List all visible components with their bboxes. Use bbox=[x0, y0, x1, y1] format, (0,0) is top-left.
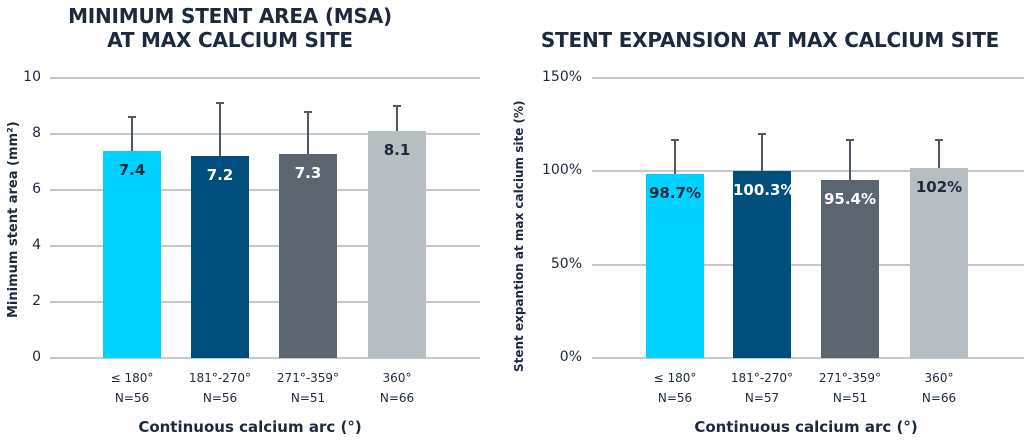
msa-title-line-1: MINIMUM STENT AREA (MSA) bbox=[68, 4, 392, 28]
gridline bbox=[50, 245, 480, 247]
bar: 7.4 bbox=[103, 150, 161, 358]
error-bar-cap bbox=[304, 110, 312, 113]
x-category-label: 181°-270° bbox=[188, 371, 252, 385]
bar: 100.3% bbox=[733, 170, 796, 358]
error-bar-cap bbox=[758, 133, 766, 135]
y-tick-label: 100% bbox=[542, 162, 583, 179]
bar-value-label: 8.1 bbox=[383, 141, 411, 160]
expansion-chart-title: STENT EXPANSION AT MAX CALCIUM SITE bbox=[540, 28, 1000, 52]
gridline bbox=[50, 77, 480, 79]
bar: 8.1 bbox=[368, 131, 426, 358]
error-bar-cap bbox=[671, 138, 679, 141]
gridline bbox=[50, 189, 480, 191]
x-sample-size-label: N=66 bbox=[379, 391, 415, 405]
x-sample-size-label: N=66 bbox=[921, 391, 957, 405]
gridline bbox=[50, 133, 480, 135]
error-bar-cap bbox=[935, 138, 943, 141]
y-tick-label: 150% bbox=[542, 69, 583, 85]
bar: 7.3 bbox=[279, 153, 337, 358]
x-category-label: ≤ 180° bbox=[110, 371, 154, 385]
gridline bbox=[50, 357, 480, 359]
x-category-label: ≤ 180° bbox=[653, 371, 697, 385]
x-category-label: 271°-359° bbox=[276, 371, 340, 385]
y-tick-label: 8 bbox=[32, 125, 41, 141]
x-sample-size-label: N=56 bbox=[202, 391, 238, 405]
bar-value-label: 100.3% bbox=[733, 180, 796, 199]
error-bar-cap bbox=[393, 105, 401, 107]
error-bar bbox=[131, 117, 133, 151]
x-sample-size-label: N=51 bbox=[290, 391, 326, 405]
bar-value-label: 95.4% bbox=[823, 189, 877, 208]
bar: 7.2 bbox=[191, 156, 249, 358]
msa-y-axis-label: Minimum stent area (mm²) bbox=[6, 121, 21, 318]
error-bar-cap bbox=[216, 102, 224, 105]
error-bar-cap bbox=[128, 116, 136, 119]
error-bar bbox=[761, 134, 763, 171]
msa-title-line-2: AT MAX CALCIUM SITE bbox=[107, 28, 353, 52]
error-bar bbox=[307, 111, 309, 154]
y-tick-label: 6 bbox=[32, 181, 41, 197]
bar-value-label: 7.4 bbox=[118, 160, 146, 179]
x-sample-size-label: N=56 bbox=[657, 391, 693, 405]
bar-value-label: 7.3 bbox=[294, 163, 322, 182]
error-bar bbox=[938, 139, 940, 168]
msa-x-axis-label: Continuous calcium arc (°) bbox=[138, 418, 362, 436]
x-category-label: 181°-270° bbox=[730, 371, 794, 385]
x-sample-size-label: N=57 bbox=[744, 391, 780, 405]
y-tick-label: 0 bbox=[32, 349, 41, 365]
bar: 98.7% bbox=[646, 173, 704, 358]
x-category-label: 360° bbox=[924, 371, 954, 385]
x-sample-size-label: N=51 bbox=[832, 391, 868, 405]
gridline bbox=[50, 301, 480, 303]
error-bar bbox=[674, 139, 676, 174]
bar: 102% bbox=[910, 167, 968, 358]
error-bar bbox=[219, 103, 221, 157]
expansion-x-axis-label: Continuous calcium arc (°) bbox=[694, 418, 918, 436]
y-tick-label: 2 bbox=[32, 293, 41, 309]
x-sample-size-label: N=56 bbox=[114, 391, 150, 405]
error-bar bbox=[396, 106, 398, 132]
bar-value-label: 98.7% bbox=[648, 183, 702, 202]
x-category-label: 360° bbox=[382, 371, 412, 385]
x-category-label: 271°-359° bbox=[818, 371, 882, 385]
bar-value-label: 7.2 bbox=[206, 166, 234, 185]
expansion-y-axis-label: Stent expantion at max calcium site (%) bbox=[512, 100, 526, 372]
gridline bbox=[592, 170, 1024, 173]
y-tick-label: 4 bbox=[32, 237, 41, 253]
bar-value-label: 102% bbox=[915, 177, 963, 196]
error-bar bbox=[849, 139, 851, 180]
y-tick-label: 10 bbox=[23, 69, 41, 85]
y-tick-label: 50% bbox=[550, 255, 582, 272]
bar: 95.4% bbox=[821, 179, 879, 358]
gridline bbox=[592, 357, 1024, 359]
error-bar-cap bbox=[846, 138, 854, 141]
y-tick-label: 0% bbox=[559, 349, 582, 365]
msa-chart-title: MINIMUM STENT AREA (MSA) AT MAX CALCIUM … bbox=[30, 4, 430, 52]
gridline bbox=[592, 263, 1024, 266]
gridline bbox=[592, 77, 1024, 79]
